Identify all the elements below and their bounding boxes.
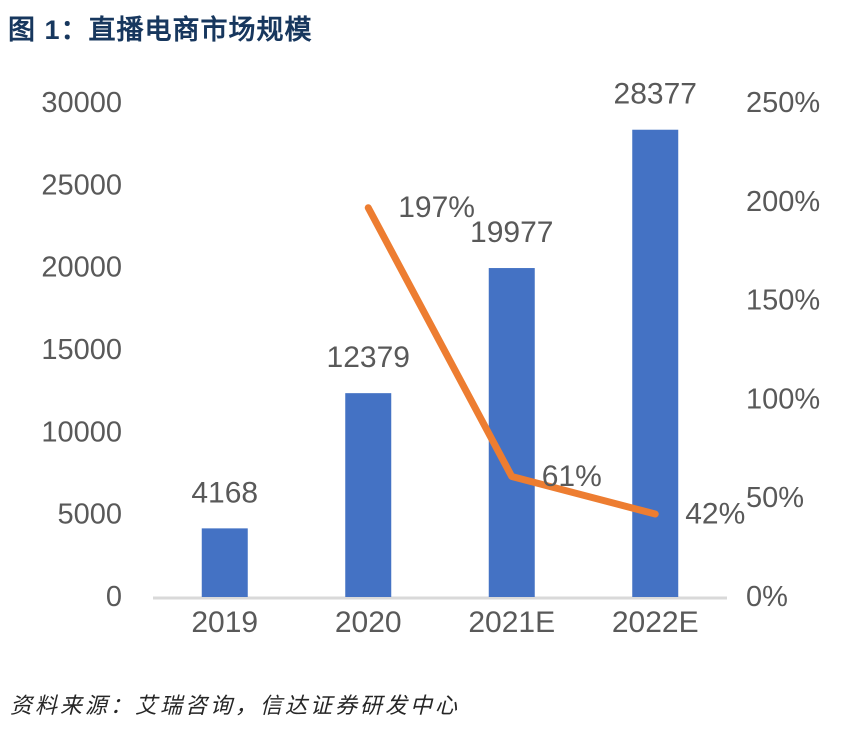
left-axis-tick: 10000	[41, 416, 122, 448]
left-axis-tick: 15000	[41, 334, 122, 366]
left-axis-tick: 0	[106, 581, 122, 613]
bar-value-label: 12379	[327, 341, 410, 374]
line-value-label: 197%	[398, 191, 475, 224]
x-axis-category-label: 2021E	[468, 606, 555, 639]
bar-value-label: 4168	[191, 476, 258, 509]
bar-2020	[345, 393, 392, 597]
right-axis-tick: 100%	[746, 383, 820, 415]
growth-rate-line	[364, 204, 659, 518]
left-axis-tick: 5000	[57, 499, 122, 531]
right-axis-tick: 150%	[746, 285, 820, 317]
x-axis-category-label: 2020	[335, 606, 402, 639]
right-axis-tick: 0%	[746, 581, 788, 613]
right-axis-tick: 200%	[746, 186, 820, 218]
bar-value-label: 28377	[614, 78, 697, 111]
bar-2019	[201, 528, 248, 597]
combo-chart: 30000 25000 20000 15000 10000 5000 0 250% 200% 15…	[41, 78, 820, 639]
right-axis-tick: 50%	[746, 482, 804, 514]
line-value-label: 61%	[542, 460, 602, 493]
left-axis-tick: 30000	[41, 87, 122, 119]
bar-value-label: 19977	[470, 216, 553, 249]
line-value-label: 42%	[685, 498, 745, 531]
figure-title: 图 1：直播电商市场规模	[8, 15, 313, 45]
left-axis-tick: 20000	[41, 252, 122, 284]
x-axis-category-label: 2022E	[612, 606, 699, 639]
bar-2022E	[632, 129, 679, 597]
bar-2021E	[488, 268, 535, 597]
x-axis-category-label: 2019	[191, 606, 258, 639]
right-axis-tick: 250%	[746, 87, 820, 119]
left-axis-tick: 25000	[41, 169, 122, 201]
source-note: 资料来源：艾瑞咨询，信达证券研发中心	[10, 693, 461, 718]
